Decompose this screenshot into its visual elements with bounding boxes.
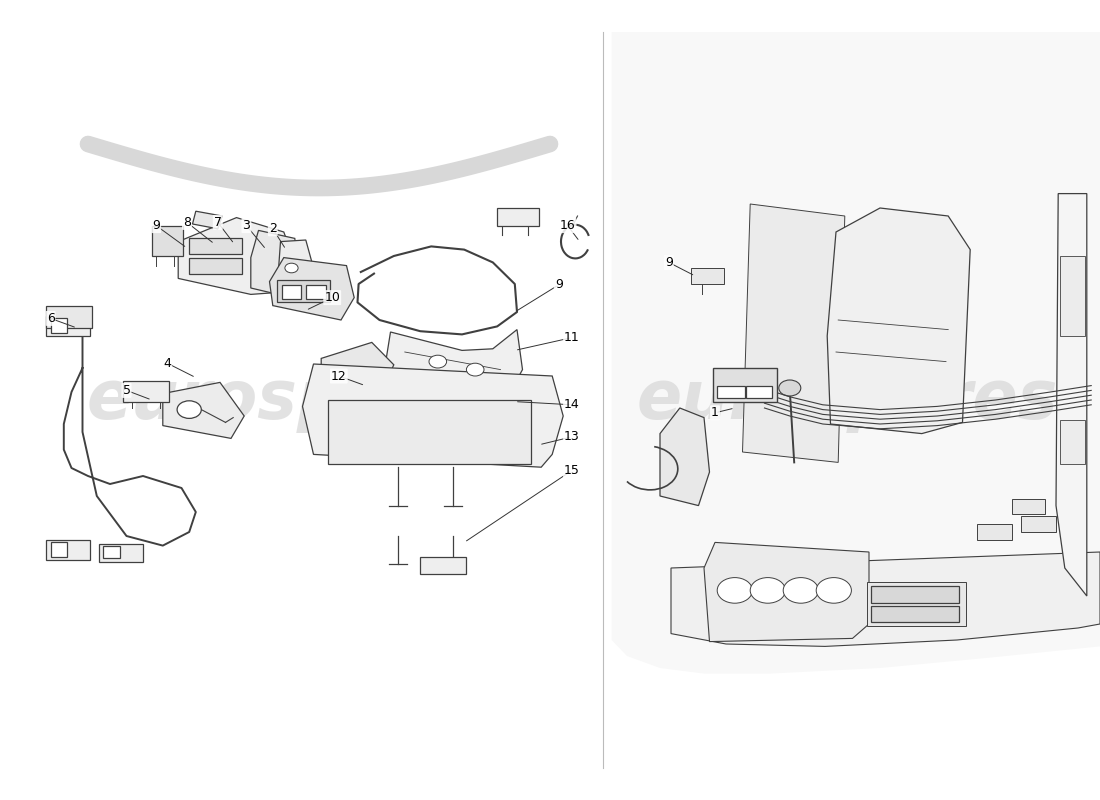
Bar xyxy=(871,586,959,603)
Bar xyxy=(46,306,92,328)
Polygon shape xyxy=(383,330,522,430)
Text: 16: 16 xyxy=(560,219,575,232)
Polygon shape xyxy=(742,204,845,462)
Bar xyxy=(189,258,242,274)
Polygon shape xyxy=(612,32,1100,674)
Text: 9: 9 xyxy=(554,278,563,291)
Circle shape xyxy=(779,380,801,396)
Text: 15: 15 xyxy=(564,464,580,477)
Bar xyxy=(420,557,466,574)
Bar xyxy=(497,208,539,226)
Text: 7: 7 xyxy=(213,216,222,229)
Polygon shape xyxy=(302,364,563,467)
Text: 2: 2 xyxy=(268,222,277,235)
Polygon shape xyxy=(192,211,222,229)
Circle shape xyxy=(429,355,447,368)
Text: eurospares: eurospares xyxy=(636,367,1058,433)
Circle shape xyxy=(177,401,201,418)
Text: 9: 9 xyxy=(152,219,161,232)
Bar xyxy=(51,542,67,557)
Polygon shape xyxy=(251,230,299,298)
Circle shape xyxy=(285,263,298,273)
Bar xyxy=(46,540,90,560)
Bar xyxy=(691,268,724,284)
Bar xyxy=(867,582,966,626)
Circle shape xyxy=(466,363,484,376)
Polygon shape xyxy=(163,382,244,438)
Bar xyxy=(99,544,143,562)
Bar xyxy=(871,606,959,622)
Text: 5: 5 xyxy=(122,384,131,397)
Text: eurospares: eurospares xyxy=(86,367,508,433)
Text: 10: 10 xyxy=(324,291,340,304)
Polygon shape xyxy=(178,218,295,294)
Bar xyxy=(152,226,183,256)
Text: 6: 6 xyxy=(46,312,55,325)
Bar xyxy=(51,318,67,333)
Text: 14: 14 xyxy=(564,398,580,411)
Polygon shape xyxy=(270,258,354,320)
Text: 9: 9 xyxy=(664,256,673,269)
Bar xyxy=(1021,516,1056,532)
Bar xyxy=(189,238,242,254)
Bar xyxy=(328,400,531,464)
Polygon shape xyxy=(277,240,313,292)
Polygon shape xyxy=(321,342,394,389)
Circle shape xyxy=(717,578,752,603)
Circle shape xyxy=(750,578,785,603)
Bar xyxy=(717,386,745,398)
Bar xyxy=(277,280,330,302)
Bar xyxy=(713,368,777,402)
Polygon shape xyxy=(671,552,1100,646)
Bar xyxy=(977,524,1012,540)
Polygon shape xyxy=(827,208,970,434)
Bar xyxy=(1060,256,1085,336)
Polygon shape xyxy=(1056,194,1087,596)
Bar xyxy=(282,285,301,299)
Text: 1: 1 xyxy=(711,406,719,419)
Bar xyxy=(306,285,326,299)
Text: 11: 11 xyxy=(564,331,580,344)
Text: 4: 4 xyxy=(163,357,172,370)
Text: 8: 8 xyxy=(183,216,191,229)
Polygon shape xyxy=(704,542,869,642)
Text: 13: 13 xyxy=(564,430,580,443)
Text: 3: 3 xyxy=(242,219,251,232)
Polygon shape xyxy=(660,408,710,506)
Bar xyxy=(1060,420,1085,464)
Circle shape xyxy=(816,578,851,603)
Text: 12: 12 xyxy=(331,370,346,382)
Bar xyxy=(46,316,90,336)
Bar xyxy=(1012,499,1045,514)
Bar xyxy=(746,386,772,398)
Bar xyxy=(123,381,169,402)
Bar xyxy=(103,546,120,558)
Circle shape xyxy=(783,578,818,603)
